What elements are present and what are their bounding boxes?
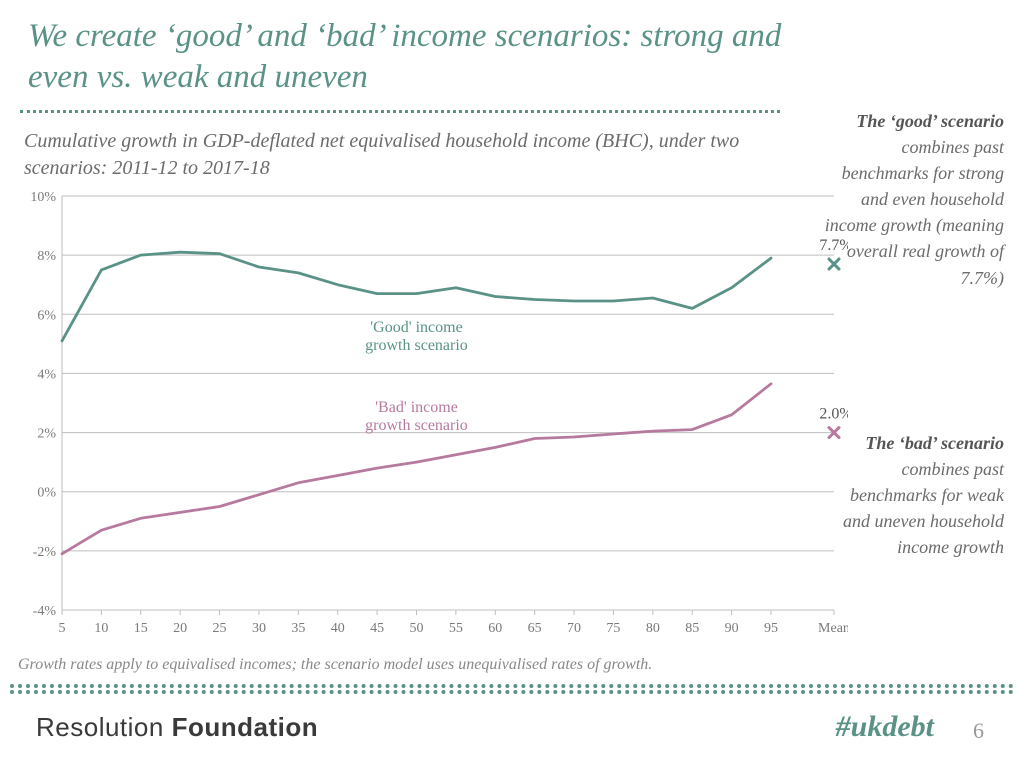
svg-text:55: 55: [449, 621, 463, 636]
svg-text:growth scenario: growth scenario: [365, 337, 468, 354]
svg-text:5: 5: [59, 621, 66, 636]
svg-text:25: 25: [213, 621, 227, 636]
chart-area: -4% -2% 0% 2% 4% 6% 8% 10% 5 10 15 20 25 30 35 40 45 50 55…: [18, 188, 848, 648]
hashtag: #ukdebt: [836, 710, 934, 744]
svg-text:Mean: Mean: [818, 621, 848, 636]
svg-text:'Good' income: 'Good' income: [370, 319, 462, 336]
svg-text:75: 75: [606, 621, 620, 636]
svg-text:4%: 4%: [37, 367, 56, 382]
svg-text:40: 40: [331, 621, 345, 636]
svg-text:-4%: -4%: [33, 604, 57, 619]
svg-text:15: 15: [134, 621, 148, 636]
brand-logo: Resolution Foundation: [36, 712, 318, 743]
svg-text:50: 50: [409, 621, 423, 636]
divider-top: [20, 110, 780, 113]
svg-text:45: 45: [370, 621, 384, 636]
divider-bottom: [10, 684, 1014, 694]
slide-title: We create ‘good’ and ‘bad’ income scenar…: [28, 16, 808, 99]
svg-text:95: 95: [764, 621, 778, 636]
svg-text:2.0%: 2.0%: [819, 406, 848, 423]
svg-text:20: 20: [173, 621, 187, 636]
svg-text:80: 80: [646, 621, 660, 636]
svg-text:-2%: -2%: [33, 545, 57, 560]
svg-text:35: 35: [291, 621, 305, 636]
sidebar-bad-title: The ‘bad’ scenario: [865, 433, 1004, 453]
footnote: Growth rates apply to equivalised income…: [18, 656, 652, 674]
svg-text:8%: 8%: [37, 249, 56, 264]
svg-text:60: 60: [488, 621, 502, 636]
svg-text:90: 90: [725, 621, 739, 636]
chart-subtitle: Cumulative growth in GDP-deflated net eq…: [24, 128, 764, 182]
svg-text:6%: 6%: [37, 308, 56, 323]
brand-word-1: Resolution: [36, 712, 164, 742]
svg-text:10%: 10%: [30, 190, 56, 205]
svg-text:0%: 0%: [37, 486, 56, 501]
svg-text:'Bad' income: 'Bad' income: [375, 399, 458, 416]
sidebar-good-body: combines past benchmarks for strong and …: [825, 137, 1004, 287]
svg-text:2%: 2%: [37, 427, 56, 442]
line-chart: -4% -2% 0% 2% 4% 6% 8% 10% 5 10 15 20 25 30 35 40 45 50 55…: [18, 188, 848, 648]
svg-text:65: 65: [528, 621, 542, 636]
svg-text:85: 85: [685, 621, 699, 636]
svg-text:growth scenario: growth scenario: [365, 417, 468, 434]
sidebar-bad-scenario: The ‘bad’ scenario combines past benchma…: [824, 430, 1004, 560]
svg-text:30: 30: [252, 621, 266, 636]
page-number: 6: [973, 718, 984, 744]
brand-word-2: Foundation: [172, 712, 319, 742]
svg-text:70: 70: [567, 621, 581, 636]
svg-text:10: 10: [94, 621, 108, 636]
sidebar-good-scenario: The ‘good’ scenario combines past benchm…: [824, 108, 1004, 291]
sidebar-good-title: The ‘good’ scenario: [856, 111, 1004, 131]
sidebar-bad-body: combines past benchmarks for weak and un…: [843, 459, 1004, 557]
